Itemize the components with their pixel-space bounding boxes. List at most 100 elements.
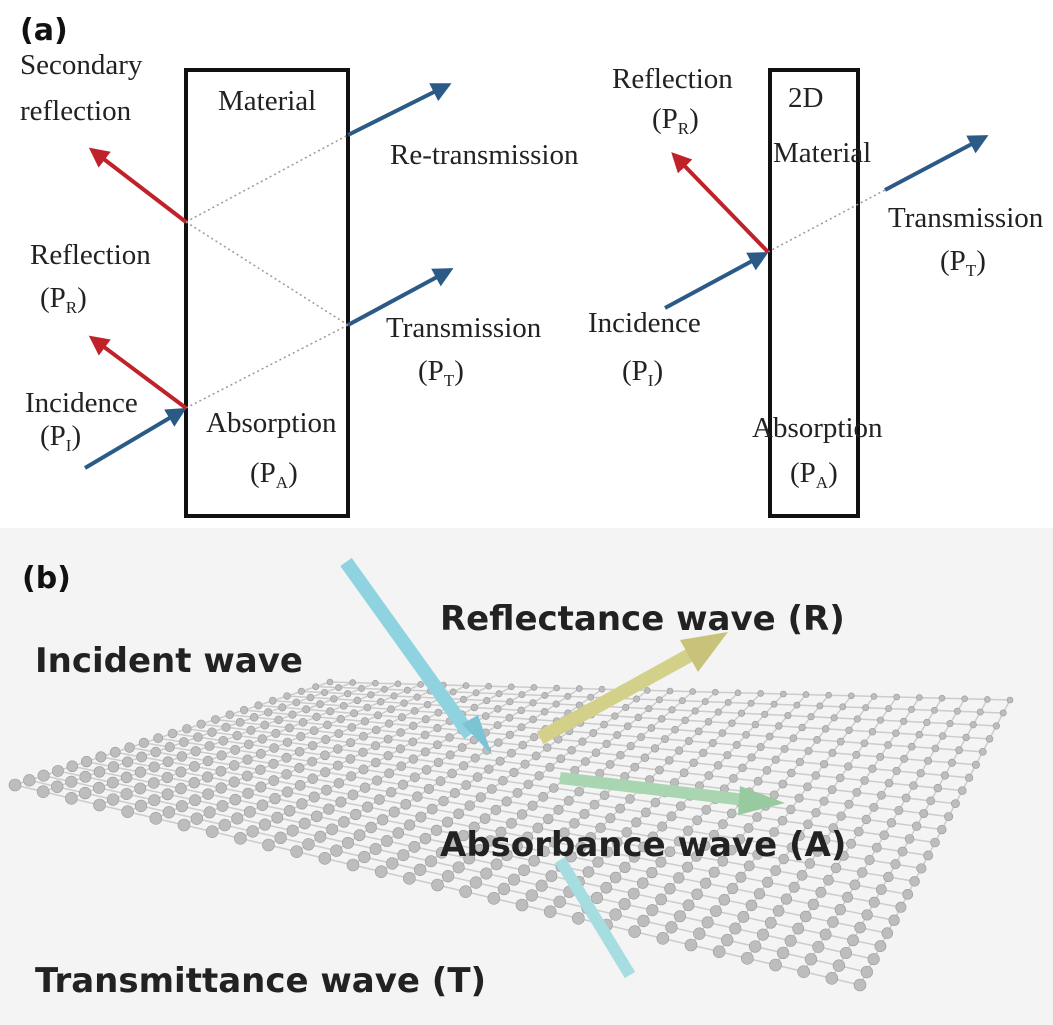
atom [709, 867, 719, 877]
atom [163, 757, 173, 767]
atom [189, 761, 199, 771]
atom [482, 713, 489, 720]
atom [610, 872, 621, 883]
atom [264, 709, 272, 717]
atom [372, 776, 382, 786]
atom [889, 915, 900, 926]
atom [37, 786, 49, 798]
atom [872, 843, 881, 852]
atom [993, 723, 1000, 730]
atom [354, 697, 361, 704]
atom [463, 683, 469, 689]
atom [876, 885, 886, 895]
atom [205, 741, 214, 750]
atom [409, 738, 417, 746]
atom [323, 721, 331, 729]
atom [396, 745, 404, 753]
atom [963, 734, 970, 741]
atom [370, 843, 381, 854]
atom [532, 752, 540, 760]
atom [38, 770, 49, 781]
atom [256, 749, 265, 758]
atom [404, 820, 415, 831]
atom [863, 705, 869, 711]
atom [785, 712, 792, 719]
atom [817, 703, 823, 709]
atom [507, 698, 514, 705]
atom [628, 888, 639, 899]
atom [391, 693, 398, 700]
atom [682, 717, 689, 724]
atom [285, 724, 293, 732]
atom [757, 743, 764, 750]
atom [778, 816, 787, 825]
atom [361, 718, 369, 726]
atom [247, 726, 255, 734]
atom [282, 787, 292, 797]
atom [317, 701, 324, 708]
atom [203, 756, 213, 766]
atom [712, 689, 718, 695]
atom [616, 804, 625, 813]
atom [1007, 697, 1013, 703]
atom [910, 876, 920, 886]
atom [854, 979, 866, 991]
atom [535, 771, 544, 780]
atom [877, 717, 884, 724]
atom [837, 812, 846, 821]
atom [298, 688, 305, 695]
atom [384, 735, 392, 743]
atom [530, 733, 538, 741]
atom [321, 767, 331, 777]
atom [986, 735, 993, 742]
atom [954, 708, 960, 714]
atom [177, 752, 187, 762]
atom [730, 923, 741, 934]
atom [798, 966, 810, 978]
atom [398, 849, 409, 860]
atom [226, 711, 234, 719]
atom [193, 733, 202, 742]
atom [446, 751, 454, 759]
atom [727, 809, 736, 818]
atom [473, 773, 482, 782]
atom [713, 946, 725, 958]
atom [244, 740, 253, 749]
atom [575, 787, 584, 796]
atom [674, 911, 685, 922]
atom [601, 882, 612, 893]
atom [256, 782, 266, 792]
atom [944, 812, 952, 820]
atom [494, 722, 501, 729]
atom [531, 684, 537, 690]
atom [232, 813, 243, 824]
atom [258, 735, 267, 744]
atom [154, 734, 163, 743]
atom [308, 741, 317, 750]
symbol-part: R [66, 298, 78, 317]
atom [236, 718, 244, 726]
atom [244, 806, 255, 817]
atom [840, 947, 851, 958]
atom [270, 793, 281, 804]
atom [692, 708, 699, 715]
atom [808, 899, 819, 910]
atom [861, 740, 868, 747]
atom [362, 802, 372, 812]
atom [610, 909, 622, 921]
atom [702, 917, 713, 928]
atom [122, 757, 132, 767]
atom [165, 742, 175, 752]
symbol-part: ) [689, 103, 699, 135]
atom [616, 751, 624, 759]
atom [826, 692, 832, 698]
atom [738, 911, 749, 922]
atom [410, 773, 419, 782]
atom [633, 696, 639, 702]
atom [398, 780, 408, 790]
atom [937, 825, 946, 834]
atom [775, 723, 782, 730]
atom [148, 778, 159, 789]
atom [835, 904, 846, 915]
atom [546, 763, 554, 771]
